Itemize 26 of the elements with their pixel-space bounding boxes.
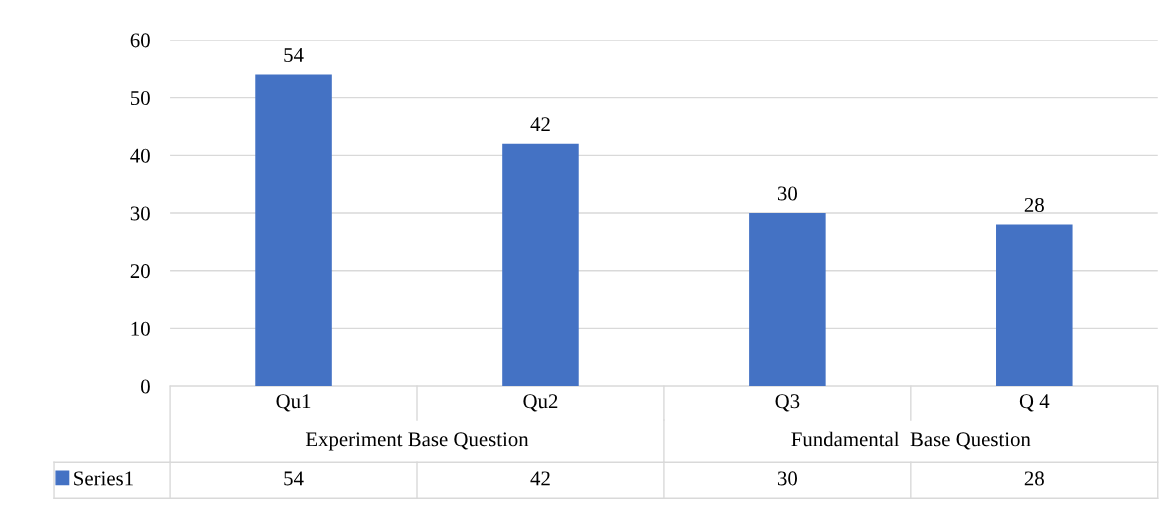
text: Experiment Base Question — [305, 432, 529, 451]
legend-label: Series1 — [74, 471, 133, 486]
annotation: 28 — [1024, 197, 1044, 212]
annotation: 42 — [530, 117, 550, 132]
y-tick-label: 30 — [130, 206, 150, 221]
bar — [502, 143, 579, 387]
data-label: 42 — [530, 471, 550, 486]
bar — [996, 224, 1073, 387]
x-tick-label: Qu1 — [276, 394, 311, 412]
data-label: 54 — [284, 471, 304, 486]
annotation: 54 — [284, 48, 304, 63]
bar — [255, 74, 332, 387]
x-tick-label: Q3 — [775, 394, 800, 412]
y-tick-label: 40 — [130, 148, 150, 163]
text: Fundamental Base Question — [791, 431, 1031, 450]
y-tick-label: 60 — [130, 33, 150, 48]
y-tick-label: 50 — [131, 91, 150, 106]
annotation: 30 — [777, 186, 797, 201]
y-tick-label: 0 — [141, 379, 150, 394]
data-label: 28 — [1024, 471, 1044, 486]
data-label: 30 — [777, 471, 797, 486]
x-tick-label: Q 4 — [1019, 394, 1050, 412]
bar — [749, 213, 826, 387]
y-tick-label: 20 — [130, 264, 150, 279]
y-tick-label: 10 — [131, 321, 150, 336]
x-tick-label: Qu2 — [523, 394, 558, 412]
